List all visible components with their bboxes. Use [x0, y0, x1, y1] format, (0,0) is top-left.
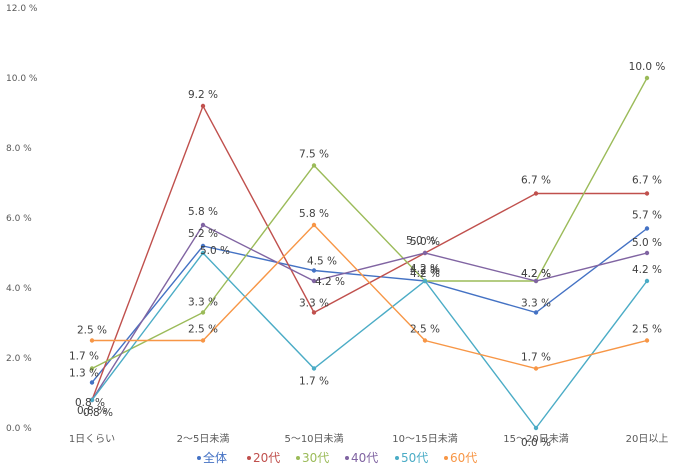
- x-tick-label: 10～15日未満: [392, 433, 457, 445]
- data-point: [533, 278, 539, 284]
- data-label: 2.5 %: [188, 324, 218, 336]
- data-label: 5.2 %: [188, 228, 218, 240]
- data-label: 7.5 %: [299, 149, 329, 161]
- data-point: [422, 250, 428, 256]
- data-point: [533, 425, 539, 431]
- data-point: [644, 226, 650, 231]
- legend-item: 30代: [302, 451, 329, 465]
- x-tick-label: 5～10日未満: [284, 433, 343, 445]
- x-tick-label: 2～5日未満: [177, 433, 230, 445]
- data-label: 5.8 %: [188, 206, 218, 218]
- data-label: 4.2 %: [315, 276, 345, 288]
- data-label: 5.0 %: [410, 236, 440, 248]
- data-point: [644, 338, 650, 343]
- data-point: [422, 338, 428, 343]
- data-point: [200, 222, 206, 228]
- data-label: 9.2 %: [188, 89, 218, 101]
- data-label: 0.8 %: [75, 397, 105, 409]
- legend-marker: [296, 456, 300, 460]
- data-point: [311, 222, 317, 228]
- data-label: 5.0 %: [200, 245, 230, 257]
- data-point: [533, 366, 539, 371]
- legend-marker: [444, 456, 448, 460]
- series-line: [92, 223, 648, 370]
- data-label: 4.2 %: [632, 264, 662, 276]
- data-label: 2.5 %: [632, 324, 662, 336]
- data-point: [200, 338, 206, 343]
- data-point: [89, 380, 95, 385]
- data-point: [422, 278, 428, 284]
- series-line: [91, 227, 648, 383]
- data-label: 5.0 %: [632, 237, 662, 249]
- data-label: 0.8 %: [77, 405, 107, 417]
- data-label: 5.7 %: [632, 210, 662, 222]
- y-tick-label: 4.0 %: [6, 284, 32, 294]
- data-label: 2.5 %: [77, 325, 107, 337]
- data-point: [311, 278, 317, 284]
- data-point: [200, 250, 206, 256]
- series-line: [91, 251, 648, 430]
- data-label: 4.2 %: [521, 268, 551, 280]
- data-point: [311, 268, 317, 273]
- x-tick-label: 20日以上: [626, 433, 669, 445]
- data-point: [311, 310, 317, 315]
- data-label: 3.3 %: [188, 297, 218, 309]
- y-tick-label: 6.0 %: [6, 214, 32, 224]
- data-label: 10.0 %: [629, 61, 666, 73]
- data-point: [89, 397, 95, 403]
- data-label: 0.8 %: [83, 407, 113, 419]
- x-tick-label: 1日くらい: [69, 433, 115, 445]
- data-label: 4.2 %: [521, 268, 551, 280]
- legend-marker: [247, 456, 251, 460]
- data-label: 1.7 %: [69, 351, 99, 363]
- legend-marker: [395, 456, 399, 460]
- data-point: [200, 310, 206, 315]
- data-label: 5.0 %: [406, 235, 436, 247]
- x-tick-label: 15～20日未満: [503, 433, 568, 445]
- data-point: [533, 191, 539, 196]
- data-label: 1.3 %: [69, 368, 99, 380]
- data-point: [200, 243, 206, 249]
- legend-item: 60代: [450, 451, 477, 465]
- data-point: [89, 338, 95, 343]
- data-point: [89, 366, 95, 371]
- y-tick-label: 0.0 %: [6, 424, 32, 434]
- data-point: [311, 163, 317, 168]
- data-label: 4.2 %: [410, 265, 440, 277]
- y-tick-label: 12.0 %: [6, 4, 38, 14]
- data-label: 1.7 %: [299, 376, 329, 388]
- data-point: [533, 310, 539, 315]
- data-label: 4.5 %: [307, 256, 337, 268]
- data-label: 0.0 %: [521, 437, 551, 449]
- legend-item: 50代: [401, 451, 428, 465]
- data-label: 6.7 %: [632, 175, 662, 187]
- series-line: [91, 224, 648, 401]
- data-label: 5.8 %: [299, 208, 329, 220]
- data-label: 4.2 %: [410, 268, 440, 280]
- legend-marker: [345, 456, 349, 460]
- legend-item: 全体: [203, 450, 227, 465]
- legend-item: 40代: [351, 451, 378, 465]
- y-tick-label: 8.0 %: [6, 144, 32, 154]
- series-line: [91, 104, 647, 401]
- data-point: [200, 103, 206, 109]
- data-label: 2.5 %: [410, 324, 440, 336]
- data-point: [644, 250, 650, 256]
- legend-item: 20代: [253, 451, 280, 465]
- series-line: [91, 77, 648, 370]
- legend-marker: [197, 456, 201, 460]
- data-label: 3.3 %: [299, 298, 329, 310]
- y-tick-label: 10.0 %: [6, 74, 38, 84]
- data-point: [644, 191, 650, 196]
- data-point: [644, 75, 650, 81]
- data-point: [644, 278, 650, 284]
- y-tick-label: 2.0 %: [6, 354, 32, 364]
- data-label: 4.2 %: [410, 263, 440, 275]
- data-point: [311, 366, 317, 371]
- data-label: 1.7 %: [521, 352, 551, 364]
- data-label: 3.3 %: [521, 298, 551, 310]
- data-label: 6.7 %: [521, 175, 551, 187]
